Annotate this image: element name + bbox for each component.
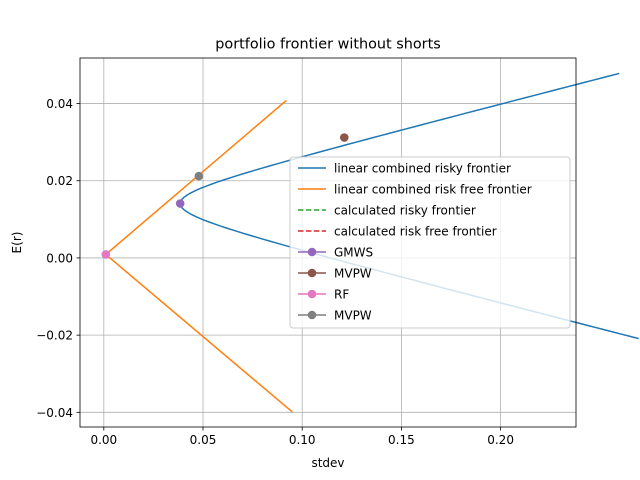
rf-point — [101, 250, 111, 259]
legend-entry: calculated risk free frontier — [298, 225, 497, 239]
risk-free-frontier-line — [105, 253, 293, 413]
y-tick-label: −0.04 — [36, 406, 73, 420]
mvpw-point — [194, 171, 204, 181]
legend-entry: linear combined risk free frontier — [298, 183, 532, 197]
x-tick-label: 0.05 — [190, 433, 217, 447]
legend-box — [289, 156, 571, 329]
legend-swatch-marker — [307, 310, 317, 320]
plot-frame — [79, 57, 577, 428]
legend-label: GMWS — [334, 246, 373, 260]
legend-label: calculated risk free frontier — [334, 225, 497, 239]
legend-entry: linear combined risky frontier — [298, 162, 511, 176]
legend-label: MVPW — [334, 309, 372, 323]
x-tick-label: 0.00 — [90, 433, 117, 447]
legend-entry: MVPW — [298, 309, 372, 323]
series-points — [101, 133, 349, 259]
x-axis-label: stdev — [311, 456, 344, 470]
y-tick-label: 0.04 — [46, 97, 73, 111]
y-axis-label: E(r) — [10, 232, 24, 254]
legend: linear combined risky frontier linear com… — [289, 156, 571, 329]
legend-swatch-marker — [307, 289, 317, 299]
legend-label: MVPW — [334, 267, 372, 281]
x-tick-label: 0.15 — [388, 433, 415, 447]
chart-title: portfolio frontier without shorts — [215, 37, 440, 53]
legend-label: linear combined risk free frontier — [334, 183, 532, 197]
x-tick-label: 0.10 — [289, 433, 316, 447]
y-tick-label: 0.00 — [46, 251, 73, 265]
y-tick-label: −0.02 — [36, 329, 73, 343]
y-tick-label: 0.02 — [46, 174, 73, 188]
legend-label: calculated risky frontier — [334, 204, 476, 218]
mvpw-point — [339, 133, 349, 142]
legend-swatch-marker — [307, 247, 317, 257]
gmws-point — [175, 199, 185, 208]
legend-entry: RF — [298, 288, 349, 302]
legend-entry: calculated risky frontier — [298, 204, 476, 218]
legend-entry: GMWS — [298, 246, 373, 260]
x-axis-ticks: 0.00 0.05 0.10 0.15 0.20 — [90, 427, 514, 447]
x-tick-label: 0.20 — [487, 433, 514, 447]
legend-label: RF — [334, 288, 349, 302]
legend-swatch-marker — [307, 268, 317, 278]
y-axis-ticks: −0.04 −0.02 0.00 0.02 0.04 — [36, 97, 80, 420]
legend-label: linear combined risky frontier — [334, 162, 511, 176]
legend-entry: MVPW — [298, 267, 372, 281]
